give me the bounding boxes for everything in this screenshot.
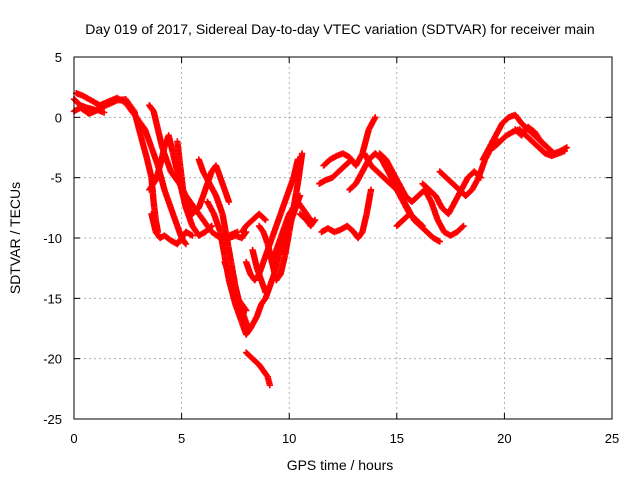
series-trace xyxy=(244,350,273,387)
y-tick-label: -25 xyxy=(43,412,62,427)
series-trace xyxy=(377,151,466,239)
series-trace xyxy=(420,169,483,217)
series-trace xyxy=(513,124,550,150)
series-track-7 xyxy=(174,138,233,218)
series-track-21 xyxy=(316,156,355,187)
x-tick-label: 5 xyxy=(178,431,185,446)
series-track-10 xyxy=(221,258,250,314)
axes-layer: 0 5 10 15 20 25 -25 -20 -15 -10 -5 0 5 xyxy=(43,50,619,446)
series-track-12 xyxy=(243,349,273,389)
x-tick-label: 10 xyxy=(282,431,296,446)
series-track-25 xyxy=(393,210,426,230)
series-track-30 xyxy=(512,123,551,151)
series-track-1 xyxy=(70,96,162,236)
y-axis-label: SDTVAR / TECUs xyxy=(7,182,23,294)
series-trace xyxy=(148,212,195,247)
x-tick-label: 0 xyxy=(70,431,77,446)
marks-layer xyxy=(70,90,570,389)
y-tick-label: 0 xyxy=(55,110,62,125)
series-trace xyxy=(74,90,189,246)
series-trace xyxy=(394,211,425,229)
x-tick-label: 15 xyxy=(390,431,404,446)
y-tick-label: -20 xyxy=(43,352,62,367)
series-trace xyxy=(222,260,249,313)
series-trace xyxy=(239,211,268,234)
series-trace xyxy=(71,96,161,234)
y-tick-label: -5 xyxy=(50,171,62,186)
series-trace xyxy=(319,188,374,240)
x-axis-label: GPS time / hours xyxy=(287,457,394,473)
series-trace xyxy=(227,230,249,241)
series-track-19 xyxy=(318,186,375,242)
series-trace xyxy=(297,211,318,228)
chart-title: Day 019 of 2017, Sidereal Day-to-day VTE… xyxy=(85,21,594,37)
x-tick-label: 25 xyxy=(605,431,619,446)
series-track-24 xyxy=(376,150,467,239)
series-trace xyxy=(317,157,354,187)
y-tick-label: -15 xyxy=(43,291,62,306)
y-tick-label: 5 xyxy=(55,50,62,65)
series-track-16 xyxy=(238,210,269,236)
y-tick-label: -10 xyxy=(43,231,62,246)
series-track-5 xyxy=(148,210,196,248)
series-trace xyxy=(72,105,106,117)
series-track-26 xyxy=(419,168,484,218)
x-tick-label: 20 xyxy=(497,431,511,446)
series-trace xyxy=(269,199,314,264)
series-track-18 xyxy=(296,210,319,230)
